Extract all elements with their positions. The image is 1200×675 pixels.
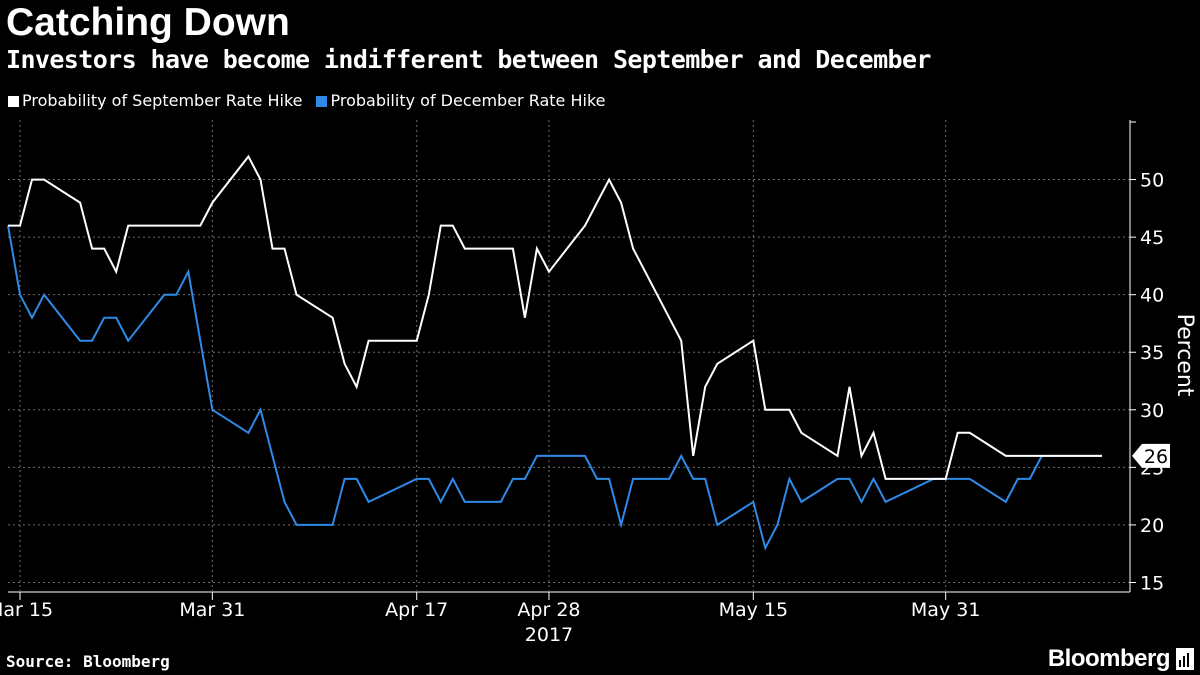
- legend-swatch-december: [316, 95, 328, 107]
- y-tick-label: 45: [1140, 227, 1164, 249]
- y-tick-label: 50: [1140, 170, 1164, 192]
- bloomberg-terminal-icon: [1176, 648, 1194, 670]
- y-tick-label: 20: [1140, 515, 1164, 537]
- source-note: Source: Bloomberg: [6, 652, 170, 671]
- x-year-label: 2017: [525, 624, 573, 646]
- chart-title: Catching Down: [6, 1, 290, 44]
- legend-swatch-september: [8, 95, 19, 107]
- series-line-december: [7, 225, 1102, 551]
- last-value-label: 26: [1144, 446, 1168, 468]
- chart-subtitle: Investors have become indifferent betwee…: [6, 45, 931, 74]
- legend: Probability of September Rate Hike Proba…: [8, 91, 606, 111]
- legend-item-december: Probability of December Rate Hike: [316, 91, 606, 111]
- y-tick-label: 15: [1140, 572, 1164, 594]
- last-value-badge: [1132, 443, 1170, 468]
- y-tick-label: 30: [1140, 400, 1164, 422]
- legend-item-september: Probability of September Rate Hike: [8, 91, 302, 111]
- x-tick-label: Apr 28: [517, 599, 580, 621]
- y-axis-title: Percent: [1172, 314, 1197, 397]
- x-tick-label: Mar 31: [179, 599, 245, 621]
- y-tick-label: 40: [1140, 285, 1164, 307]
- x-tick-label: Mar 15: [0, 599, 53, 621]
- legend-label-september: Probability of September Rate Hike: [22, 91, 303, 110]
- legend-label-december: Probability of December Rate Hike: [330, 91, 606, 110]
- x-tick-label: May 31: [911, 599, 981, 621]
- x-tick-label: Apr 17: [385, 599, 448, 621]
- x-tick-label: May 15: [719, 599, 789, 621]
- series-line-september: [8, 154, 1102, 480]
- y-tick-label: 35: [1140, 342, 1164, 364]
- brand-logo: Bloomberg: [1047, 645, 1171, 672]
